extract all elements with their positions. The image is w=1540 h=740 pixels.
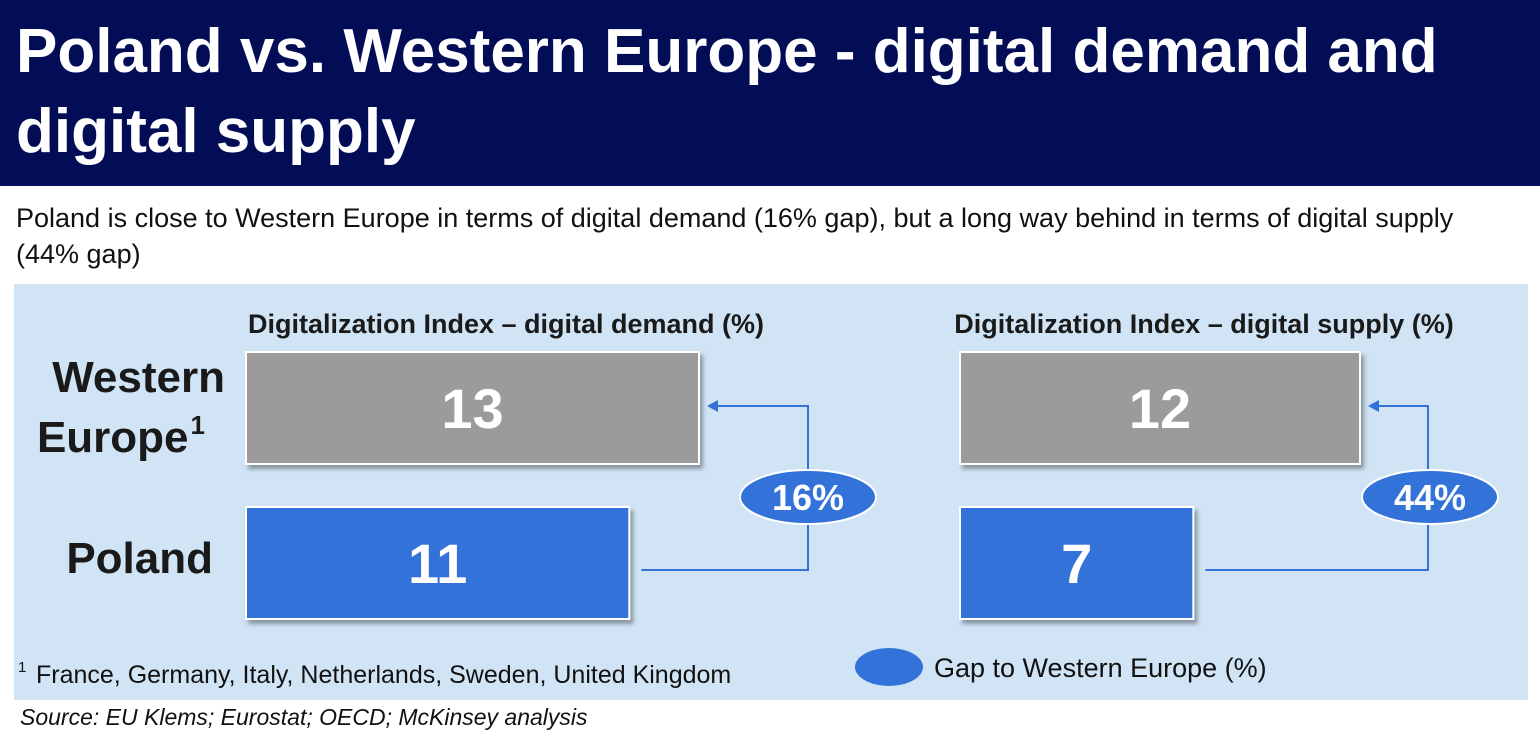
gap-badge-supply [1361, 469, 1499, 525]
gap-value-demand: 16% [772, 477, 844, 518]
bar-supply-poland [959, 506, 1195, 620]
gap-badge-demand [739, 469, 877, 525]
chart-title-supply: Digitalization Index – digital supply (%… [954, 309, 1454, 339]
gap-arrowhead-demand [707, 400, 718, 412]
legend-gap-ellipse [855, 648, 923, 686]
footnote-marker-superscript: 1 [191, 410, 205, 440]
category-label-western-europe-line2: Europe1 [37, 410, 205, 462]
bar-value-demand-poland: 11 [408, 532, 467, 595]
bar-value-supply-western-europe: 12 [1129, 377, 1191, 440]
header-banner: Poland vs. Western Europe - digital dema… [0, 0, 1540, 186]
category-label-poland: Poland [66, 534, 213, 583]
page-title: Poland vs. Western Europe - digital dema… [16, 17, 1438, 166]
category-label-western-europe: Western [52, 353, 225, 402]
page-subtitle: Poland is close to Western Europe in ter… [16, 203, 1454, 269]
bar-value-supply-poland: 7 [1061, 532, 1092, 595]
chart-title-demand: Digitalization Index – digital demand (%… [248, 309, 764, 339]
source-note: Source: EU Klems; Eurostat; OECD; McKins… [20, 704, 588, 730]
footnote-marker: 1 [18, 659, 26, 676]
bar-demand-western-europe [245, 351, 700, 465]
bar-supply-western-europe [959, 351, 1361, 465]
bar-value-demand-western-europe: 13 [441, 377, 503, 440]
bar-demand-poland [245, 506, 631, 620]
legend-label: Gap to Western Europe (%) [934, 653, 1267, 683]
gap-value-supply: 44% [1394, 477, 1466, 518]
footnote-text: France, Germany, Italy, Netherlands, Swe… [36, 661, 731, 689]
gap-arrowhead-supply [1368, 400, 1379, 412]
